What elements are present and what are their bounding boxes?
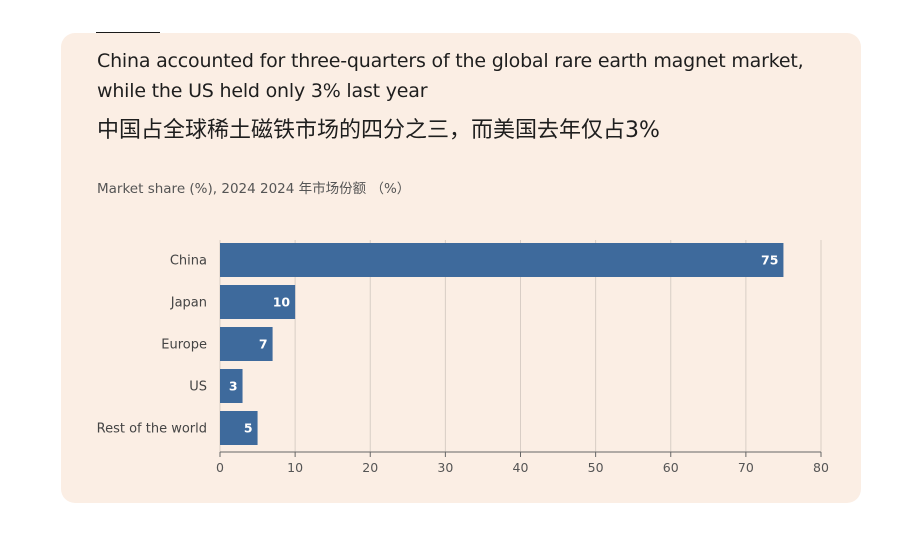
- category-label-us: US: [189, 380, 207, 395]
- value-label-europe: 7: [259, 337, 268, 352]
- value-label-japan: 10: [273, 295, 291, 310]
- category-label-japan: Japan: [170, 296, 207, 311]
- bars: 75 10 7 3 5: [220, 243, 784, 445]
- value-label-us: 3: [229, 379, 238, 394]
- x-axis: 0 10 20 30 40 50 60 70 80: [216, 451, 829, 475]
- chart-subtitle: Market share (%), 2024 2024 年市场份额 （%）: [97, 181, 411, 197]
- x-tick-label-50: 50: [588, 460, 604, 475]
- bar-china: [220, 243, 784, 277]
- x-tick-label-80: 80: [813, 460, 829, 475]
- x-tick-label-10: 10: [287, 460, 303, 475]
- category-labels: China Japan Europe US Rest of the world: [97, 254, 207, 437]
- bar-rest-of-the-world: [220, 411, 258, 445]
- bar-us: [220, 369, 243, 403]
- category-label-europe: Europe: [161, 338, 207, 353]
- category-label-rest-of-the-world: Rest of the world: [97, 422, 207, 437]
- chart-title: China accounted for three-quarters of th…: [97, 50, 804, 102]
- bar-europe: [220, 327, 273, 361]
- chart-title-chinese: 中国占全球稀土磁铁市场的四分之三，而美国去年仅占3%: [97, 118, 660, 143]
- x-tick-label-70: 70: [738, 460, 754, 475]
- value-label-rest-of-the-world: 5: [244, 421, 253, 436]
- x-tick-label-20: 20: [362, 460, 378, 475]
- x-tick-label-0: 0: [216, 460, 224, 475]
- x-tick-label-60: 60: [663, 460, 679, 475]
- value-label-china: 75: [761, 253, 778, 268]
- bar-japan: [220, 285, 296, 319]
- category-label-china: China: [170, 254, 207, 269]
- x-tick-label-30: 30: [437, 460, 453, 475]
- x-tick-label-40: 40: [513, 460, 529, 475]
